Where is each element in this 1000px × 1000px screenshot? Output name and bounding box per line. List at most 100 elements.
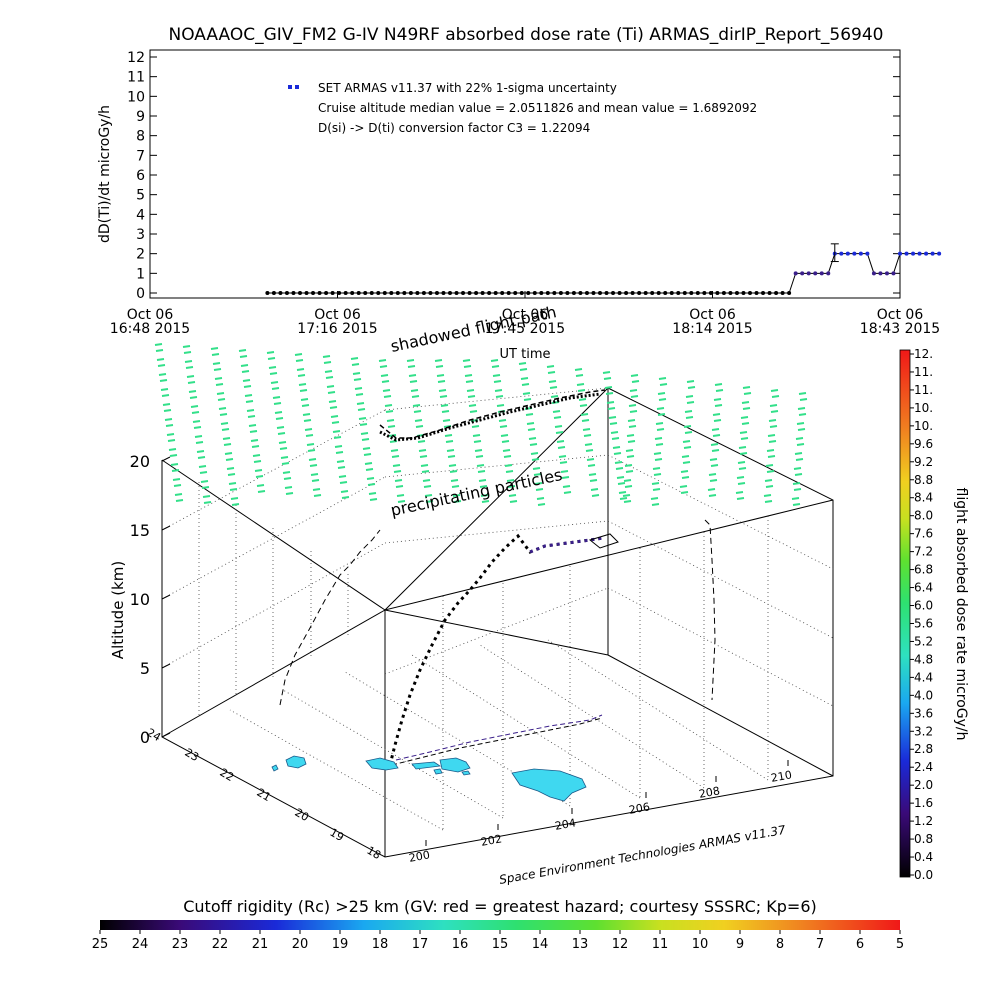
particle-streak [410,389,420,398]
data-point [298,291,302,295]
particle-streak [184,360,194,369]
legend-median-note: Cruise altitude median value = 2.0511826… [318,101,757,115]
particle-dash [449,470,458,473]
particle-streak [582,428,592,437]
particle-dash [351,363,360,366]
particle-streak [168,448,178,457]
particle-dash [217,398,226,401]
data-point [598,291,602,295]
particle-streak [380,374,390,383]
particle-dash [770,389,779,392]
particle-dash [308,458,317,461]
particle-streak [768,419,778,428]
data-point [604,291,609,295]
particle-dash [687,386,696,389]
particle-streak [629,389,639,398]
particle-dash [421,470,430,473]
particle-dash [463,365,472,368]
particle-dash [276,426,285,429]
particle-dash [713,398,722,401]
dose-tick-label: 0.8 [914,832,933,846]
particle-dash [536,497,545,500]
data-point [780,291,785,295]
particle-streak [246,409,256,418]
particle-dash [506,479,515,482]
data-point [284,291,289,295]
particle-dash [269,372,278,375]
rigidity-tick-label: 14 [532,937,549,952]
particle-dash [278,441,287,444]
particle-dash [656,428,665,431]
particle-dash [267,357,276,360]
particle-dash [417,440,426,443]
data-point [591,291,596,295]
particle-dash [555,431,564,434]
particle-dash [254,469,263,472]
particle-dash [560,470,569,473]
particle-dash [307,449,316,452]
particle-dash [605,392,614,395]
particle-streak [266,351,276,360]
particle-dash [556,440,565,443]
particle-dash [685,416,694,419]
particle-dash [441,410,450,413]
particle-dash [537,503,546,506]
data-point [304,291,309,295]
data-point [930,251,935,256]
particle-dash [739,431,748,434]
particle-streak [562,485,572,494]
data-point [265,291,270,295]
particle-streak [680,470,690,479]
rigidity-tick-label: 25 [92,937,109,952]
particle-dash [474,449,483,452]
particle-streak [418,449,428,458]
rigidity-tick-label: 23 [172,937,189,952]
z-tick-label: 0 [140,728,150,747]
particle-streak [682,440,692,449]
particle-dash [381,380,390,383]
particle-streak [532,467,542,476]
y-tick-label: 8 [136,129,145,145]
particle-dash [611,437,620,440]
particle-dash [548,380,557,383]
particle-dash [239,355,248,358]
data-point [734,291,739,295]
particle-streak [618,491,628,500]
particle-dash [739,452,748,455]
dose-rate-series [265,243,942,295]
latitude-tick-label: 18 [364,844,383,862]
particle-dash [481,500,490,503]
particle-dash [335,451,344,454]
particle-dash [680,470,689,473]
data-point [924,251,929,256]
data-point [891,271,896,276]
particle-dash [579,404,588,407]
island-maui [439,757,471,773]
particle-dash [711,428,720,431]
latitude-tick-label: 24 [144,726,163,744]
particle-dash [767,434,776,437]
particle-streak [240,364,250,373]
particle-dash [462,359,471,362]
x-tick-time: 17:45 2015 [485,321,565,337]
data-point [389,291,394,295]
data-point [474,291,479,295]
particle-streak [422,479,432,488]
particle-streak [276,426,286,435]
particle-streak [714,383,724,392]
particle-streak [630,374,640,383]
rigidity-tick-label: 6 [856,937,864,952]
rigidity-colorbar-title: Cutoff rigidity (Rc) >25 km (GV: red = g… [183,897,817,916]
particle-dash [166,433,175,436]
series-line [267,253,940,294]
particle-dash [394,479,403,482]
particle-streak [340,490,350,499]
particle-streak [436,374,446,383]
data-point [774,291,779,295]
particle-streak [336,460,346,469]
data-point [421,291,426,295]
data-point [839,251,844,256]
particle-streak [250,439,260,448]
data-point [702,291,707,295]
